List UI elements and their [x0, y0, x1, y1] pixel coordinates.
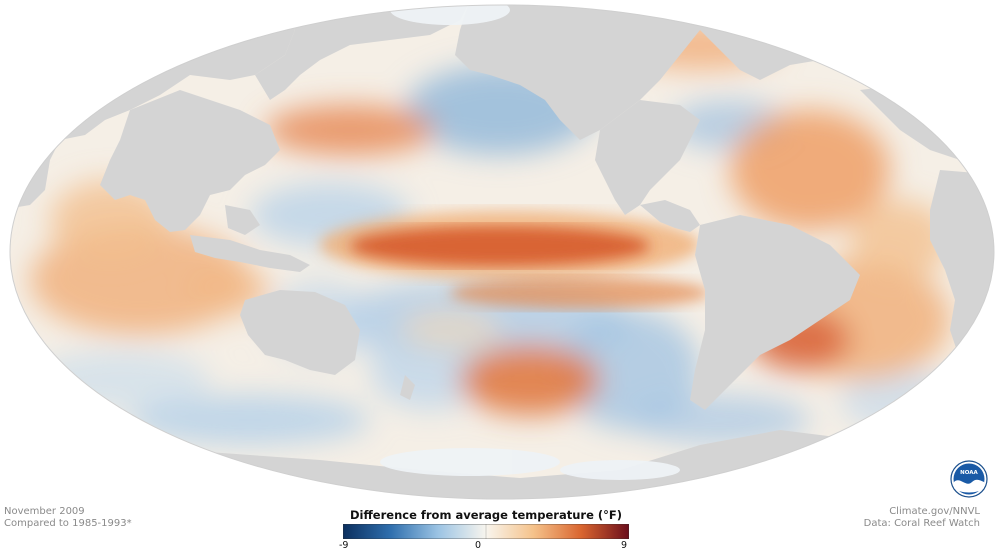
data-source: Data: Coral Reef Watch	[863, 518, 980, 529]
credit-text: Climate.gov/NNVL	[889, 506, 980, 517]
sea-surface-temperature-map	[9, 4, 995, 500]
north-america-east	[595, 100, 700, 215]
color-legend: Difference from average temperature (°F)…	[339, 507, 629, 555]
borneo	[225, 205, 260, 235]
south-america	[690, 215, 860, 410]
australia	[240, 290, 360, 375]
central-america	[640, 200, 700, 232]
north-america	[455, 5, 700, 140]
anomaly-field	[30, 20, 960, 445]
east-asia	[100, 90, 280, 232]
enso-warm-band	[320, 211, 710, 309]
sea-ice	[380, 5, 680, 480]
map-date: November 2009	[4, 506, 85, 517]
noaa-logo-icon: NOAA	[950, 460, 988, 498]
baseline-period: Compared to 1985-1993*	[4, 518, 132, 529]
legend-mid-label: 0	[474, 540, 482, 551]
noaa-logo-text: NOAA	[960, 470, 978, 476]
legend-max-label: 9	[621, 540, 628, 551]
legend-min-label: -9	[339, 540, 349, 551]
southeast-asia	[190, 235, 310, 272]
legend-color-bar	[343, 524, 629, 539]
new-zealand	[400, 375, 415, 400]
legend-title: Difference from average temperature (°F)	[350, 508, 622, 522]
